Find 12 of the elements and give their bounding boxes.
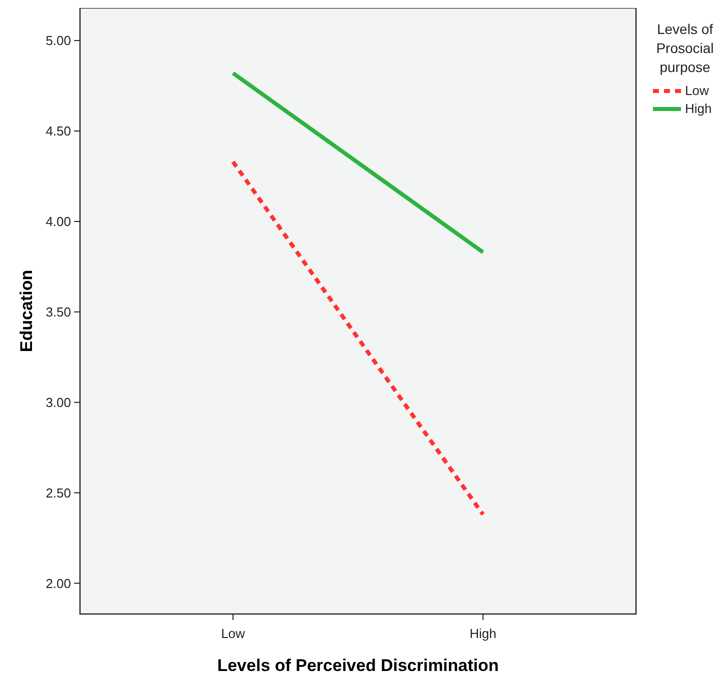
- y-tick-label: 3.00: [46, 394, 71, 410]
- legend-title: Levels of Prosocial purpose: [656, 21, 714, 75]
- y-axis-title: Education: [17, 270, 36, 352]
- legend-label: High: [685, 101, 712, 116]
- legend-label: Low: [685, 83, 710, 98]
- y-tick-label: 4.50: [46, 124, 71, 139]
- y-tick-label: 2.00: [46, 576, 71, 591]
- y-tick-label: 2.50: [46, 485, 71, 500]
- y-tick-label: 4.00: [46, 214, 71, 230]
- x-axis-title: Levels of Perceived Discrimination: [217, 656, 499, 675]
- y-tick-label: 3.50: [46, 304, 71, 320]
- y-tick-label: 5.00: [46, 33, 71, 48]
